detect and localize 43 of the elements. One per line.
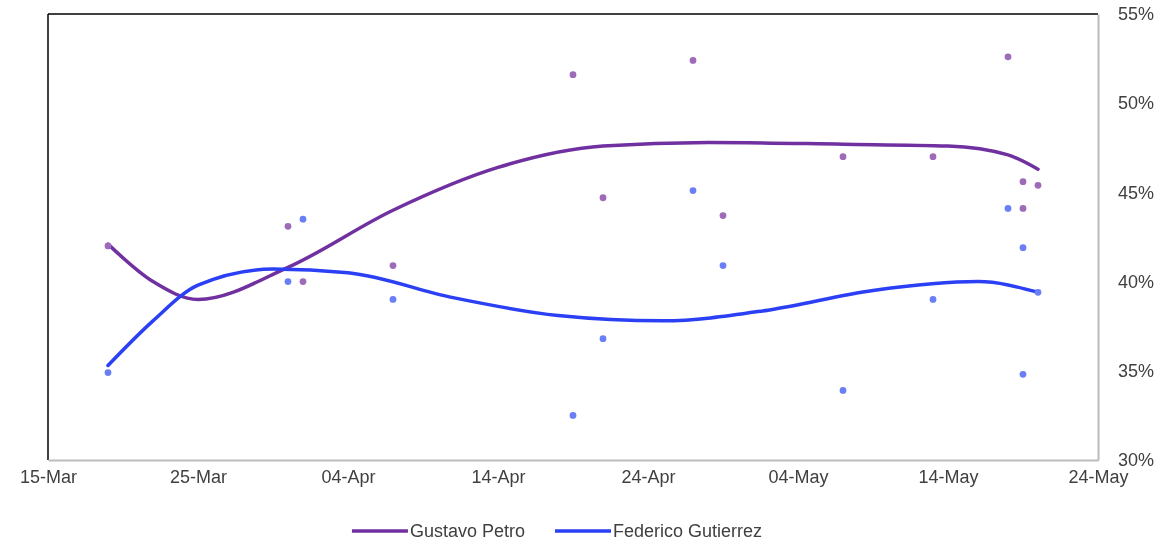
point: [1019, 370, 1027, 378]
point: [1004, 205, 1012, 212]
x-tick-label: 15-Mar: [19, 466, 78, 487]
y-tick-label: 35%: [1118, 361, 1155, 382]
point: [689, 187, 697, 194]
x-tick-label: 04-Apr: [321, 466, 376, 487]
point: [389, 296, 397, 303]
point: [389, 262, 397, 269]
point: [569, 412, 577, 419]
y-tick-label: 50%: [1118, 93, 1155, 114]
point: [299, 278, 307, 285]
point: [104, 369, 112, 376]
point: [839, 387, 847, 394]
point: [1034, 288, 1042, 296]
point: [1034, 181, 1042, 189]
line-series: [106, 140, 1040, 302]
legend-label: Federico Gutierrez: [613, 521, 763, 541]
point: [839, 153, 847, 161]
x-tick-label: 24-Apr: [621, 466, 676, 487]
point: [719, 212, 727, 219]
point: [929, 296, 937, 303]
point: [104, 242, 112, 250]
point: [299, 215, 307, 223]
x-tick-label: 25-Mar: [169, 466, 228, 487]
point: [1019, 244, 1027, 252]
point: [1019, 178, 1027, 186]
point: [689, 57, 697, 64]
point: [599, 194, 607, 202]
x-tick-label: 14-May: [918, 466, 979, 487]
point: [284, 222, 292, 230]
y-tick-label: 40%: [1118, 271, 1155, 292]
point: [929, 153, 937, 161]
legend-label: Gustavo Petro: [409, 521, 525, 541]
point: [1004, 53, 1012, 61]
y-tick-label: 55%: [1118, 4, 1155, 25]
point: [1019, 205, 1027, 212]
point: [599, 335, 607, 343]
x-tick-label: 14-Apr: [471, 466, 526, 487]
y-tick-label: 45%: [1118, 182, 1155, 203]
point: [284, 278, 292, 285]
x-tick-label: 04-May: [768, 466, 829, 487]
point: [569, 71, 577, 79]
point: [719, 262, 727, 269]
